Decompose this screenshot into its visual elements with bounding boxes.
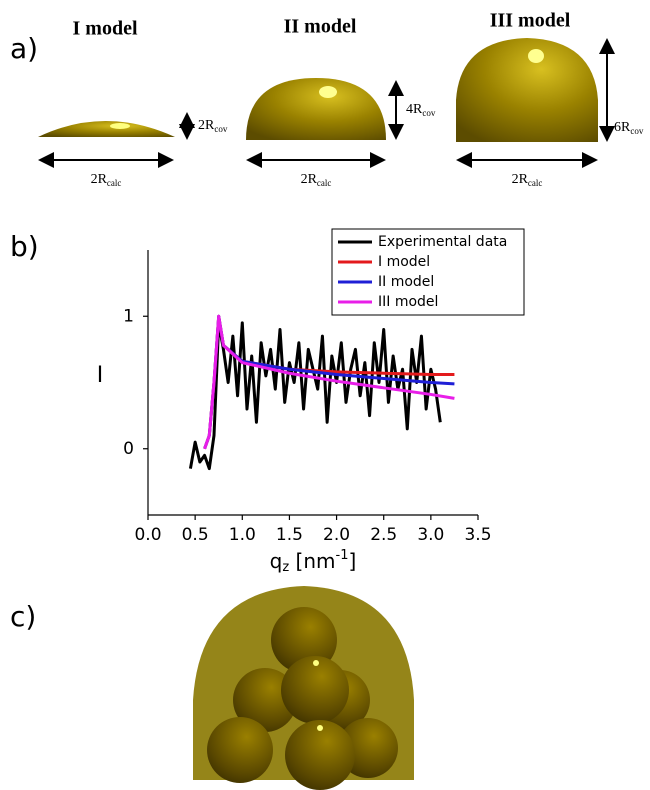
model-title: I model bbox=[73, 18, 138, 40]
dome-shape bbox=[38, 121, 175, 137]
dim-sub: calc bbox=[317, 178, 331, 188]
y-axis-label: I bbox=[97, 363, 104, 388]
panel-label: a) bbox=[10, 32, 38, 65]
x-tick-label: 3.0 bbox=[417, 525, 444, 545]
x-tick-label: 3.5 bbox=[464, 525, 491, 545]
dim-sub: cov bbox=[422, 108, 435, 118]
x-tick-label: 1.5 bbox=[276, 525, 303, 545]
highlight bbox=[110, 123, 130, 129]
sphere bbox=[207, 717, 273, 783]
highlight bbox=[317, 725, 323, 731]
dim-base: 2R bbox=[91, 172, 108, 187]
legend-label: I model bbox=[378, 254, 430, 270]
x-tick-label: 0.5 bbox=[182, 525, 209, 545]
dim-base: 6R bbox=[614, 120, 631, 135]
dim-base: 2R bbox=[512, 172, 529, 187]
x-axis-label: qz [nm-1] bbox=[270, 548, 357, 575]
model-title: II model bbox=[284, 16, 357, 38]
panel-label: b) bbox=[10, 230, 39, 263]
data-line bbox=[190, 323, 440, 469]
dim-label: 2Rcalc bbox=[512, 172, 543, 188]
highlight bbox=[313, 660, 319, 666]
x-label-close: ] bbox=[349, 549, 357, 573]
highlight bbox=[528, 49, 544, 63]
dim-base: 4R bbox=[406, 102, 423, 117]
y-tick-label: 0 bbox=[123, 439, 134, 459]
legend-label: II model bbox=[378, 274, 434, 290]
dim-label: 2Rcalc bbox=[301, 172, 332, 188]
dim-label: 2Rcov bbox=[198, 118, 228, 134]
figure: a) b) c) I model II model III model 2Rco… bbox=[0, 0, 650, 790]
dim-sub: calc bbox=[107, 178, 121, 188]
panel-label: c) bbox=[10, 600, 36, 633]
highlight bbox=[319, 86, 337, 98]
x-tick-label: 2.0 bbox=[323, 525, 350, 545]
dim-label: 4Rcov bbox=[406, 102, 436, 118]
dim-sub: cov bbox=[214, 124, 227, 134]
plot: 0.0 0.5 1.0 1.5 2.0 2.5 3.0 3.5 0 1 Experimental d… bbox=[123, 229, 524, 545]
assembly-illustration bbox=[193, 586, 414, 790]
dome-shape bbox=[456, 38, 598, 142]
dome-shape bbox=[246, 78, 386, 140]
legend-label: III model bbox=[378, 294, 438, 310]
dim-base: 2R bbox=[301, 172, 318, 187]
x-label-main: q bbox=[270, 549, 283, 573]
dim-sub: calc bbox=[528, 178, 542, 188]
legend-label: Experimental data bbox=[378, 234, 507, 250]
dim-label: 6Rcov bbox=[614, 120, 644, 136]
x-tick-label: 0.0 bbox=[134, 525, 161, 545]
x-label-unit: [nm bbox=[289, 549, 335, 573]
x-label-sup: -1 bbox=[336, 548, 349, 563]
y-tick-label: 1 bbox=[123, 306, 134, 326]
dim-label: 2Rcalc bbox=[91, 172, 122, 188]
x-tick-label: 1.0 bbox=[229, 525, 256, 545]
dim-sub: cov bbox=[630, 126, 643, 136]
x-tick-label: 2.5 bbox=[370, 525, 397, 545]
dim-base: 2R bbox=[198, 118, 215, 133]
model-title: III model bbox=[490, 10, 571, 32]
sphere bbox=[281, 656, 349, 724]
